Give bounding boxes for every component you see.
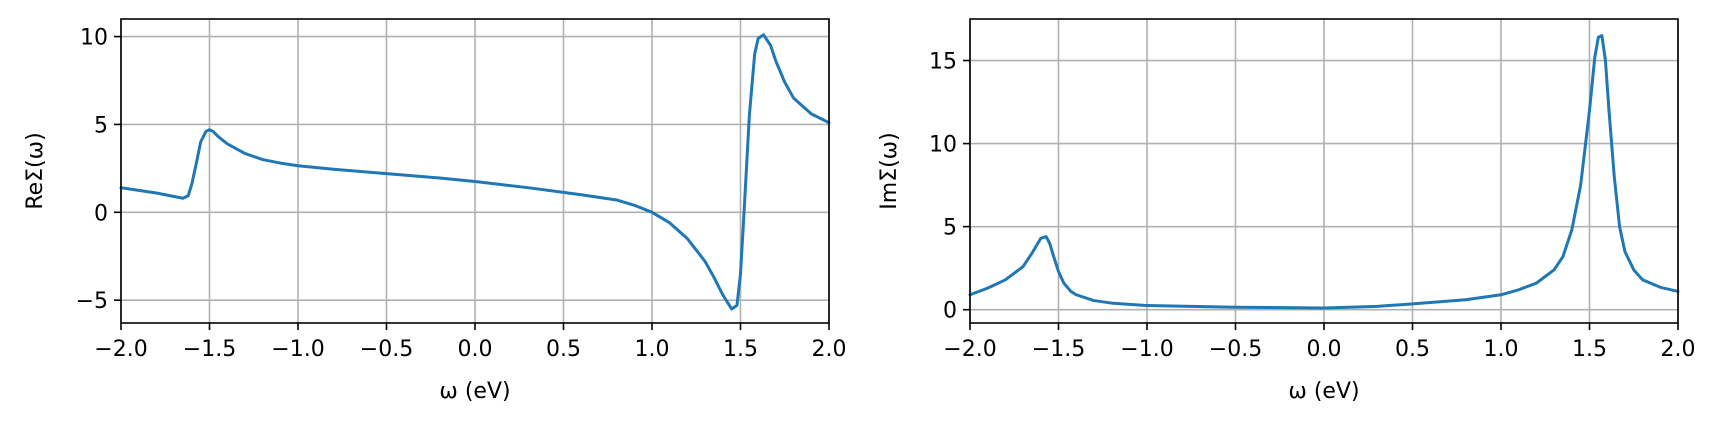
y-tick-label: 0 bbox=[943, 299, 957, 324]
chart-real-part: −2.0 −1.5 −1.0 −0.5 0.0 0.5 1.0 1.5 2.0 −5 0 5 10 ω (… bbox=[23, 18, 847, 404]
y-tick-label: 10 bbox=[929, 133, 957, 158]
y-axis-label: ReΣ(ω) bbox=[23, 132, 48, 209]
x-tick-label: −2.0 bbox=[943, 337, 996, 362]
x-tick-label: 2.0 bbox=[812, 337, 847, 362]
y-tick-label: 5 bbox=[943, 216, 957, 241]
y-tick-label: 15 bbox=[929, 50, 957, 75]
x-axis-label: ω (eV) bbox=[1288, 379, 1359, 404]
x-tick-label: 1.0 bbox=[1484, 337, 1519, 362]
y-tick-label: 5 bbox=[94, 113, 108, 138]
series-line bbox=[119, 33, 831, 311]
y-tick-label: −5 bbox=[76, 289, 108, 314]
x-tick-label: 0.5 bbox=[1395, 337, 1430, 362]
x-tick-label: 1.0 bbox=[635, 337, 670, 362]
x-tick-label: 1.5 bbox=[723, 337, 758, 362]
series-line bbox=[968, 34, 1680, 310]
x-tick-label: −1.0 bbox=[271, 337, 324, 362]
y-axis-label: ImΣ(ω) bbox=[877, 132, 902, 209]
x-tick-label: 0.0 bbox=[458, 337, 493, 362]
x-tick-label: −0.5 bbox=[360, 337, 413, 362]
x-tick-label: 2.0 bbox=[1661, 337, 1696, 362]
x-tick-label: 0.0 bbox=[1307, 337, 1342, 362]
x-axis-label: ω (eV) bbox=[439, 379, 510, 404]
x-tick-label: −1.5 bbox=[183, 337, 236, 362]
y-tick-label: 10 bbox=[80, 26, 108, 51]
x-tick-label: −0.5 bbox=[1209, 337, 1262, 362]
x-tick-label: 1.5 bbox=[1572, 337, 1607, 362]
x-tick-label: −1.0 bbox=[1120, 337, 1173, 362]
x-tick-label: −1.5 bbox=[1032, 337, 1085, 362]
x-tick-label: 0.5 bbox=[546, 337, 581, 362]
y-tick-label: 0 bbox=[94, 201, 108, 226]
chart-imaginary-part: −2.0 −1.5 −1.0 −0.5 0.0 0.5 1.0 1.5 2.0 0 5 10 15 ω (… bbox=[877, 18, 1696, 404]
x-tick-label: −2.0 bbox=[94, 337, 147, 362]
